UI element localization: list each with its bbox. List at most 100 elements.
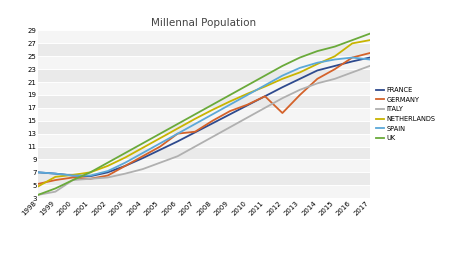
SPAIN <box>35 171 41 174</box>
SPAIN <box>332 58 337 61</box>
Bar <box>38 108 370 121</box>
FRANCE <box>210 122 215 125</box>
NETHERLANDS <box>349 42 355 45</box>
FRANCE <box>297 77 303 80</box>
NETHERLANDS <box>210 108 215 111</box>
UK <box>314 50 320 53</box>
UK <box>88 171 93 174</box>
NETHERLANDS <box>332 55 337 58</box>
NETHERLANDS <box>140 146 146 149</box>
UK <box>105 161 110 164</box>
UK <box>122 151 128 154</box>
Bar <box>38 185 370 198</box>
SPAIN <box>314 61 320 64</box>
NETHERLANDS <box>157 137 163 140</box>
FRANCE <box>105 171 110 174</box>
SPAIN <box>245 93 250 97</box>
Bar <box>38 160 370 172</box>
SPAIN <box>262 84 268 87</box>
GERMANY <box>35 182 41 185</box>
NETHERLANDS <box>297 71 303 74</box>
ITALY <box>70 179 76 182</box>
FRANCE <box>192 131 198 134</box>
ITALY <box>140 168 146 171</box>
SPAIN <box>122 161 128 164</box>
GERMANY <box>367 52 373 55</box>
FRANCE <box>332 65 337 68</box>
UK <box>157 132 163 135</box>
SPAIN <box>70 174 76 177</box>
GERMANY <box>227 109 233 113</box>
Line: ITALY: ITALY <box>38 66 370 195</box>
SPAIN <box>53 172 58 175</box>
SPAIN <box>280 74 285 77</box>
SPAIN <box>297 66 303 69</box>
ITALY <box>314 82 320 85</box>
ITALY <box>262 106 268 109</box>
ITALY <box>157 161 163 164</box>
NETHERLANDS <box>367 39 373 42</box>
SPAIN <box>140 151 146 154</box>
UK <box>227 93 233 97</box>
Line: GERMANY: GERMANY <box>38 53 370 184</box>
FRANCE <box>53 172 58 175</box>
Legend: FRANCE, GERMANY, ITALY, NETHERLANDS, SPAIN, UK: FRANCE, GERMANY, ITALY, NETHERLANDS, SPA… <box>376 87 436 141</box>
ITALY <box>105 176 110 179</box>
FRANCE <box>349 60 355 63</box>
GERMANY <box>332 68 337 71</box>
GERMANY <box>349 56 355 59</box>
NETHERLANDS <box>227 100 233 103</box>
ITALY <box>367 65 373 68</box>
SPAIN <box>227 103 233 106</box>
NETHERLANDS <box>70 173 76 177</box>
FRANCE <box>175 140 181 143</box>
ITALY <box>210 135 215 138</box>
SPAIN <box>88 174 93 177</box>
NETHERLANDS <box>175 127 181 130</box>
NETHERLANDS <box>35 185 41 188</box>
FRANCE <box>35 171 41 174</box>
ITALY <box>175 155 181 158</box>
SPAIN <box>192 122 198 125</box>
FRANCE <box>227 113 233 116</box>
ITALY <box>192 145 198 148</box>
Line: NETHERLANDS: NETHERLANDS <box>38 40 370 186</box>
NETHERLANDS <box>280 77 285 80</box>
ITALY <box>280 97 285 100</box>
UK <box>70 179 76 182</box>
NETHERLANDS <box>88 171 93 174</box>
GERMANY <box>192 130 198 133</box>
NETHERLANDS <box>262 85 268 88</box>
ITALY <box>227 126 233 129</box>
NETHERLANDS <box>245 92 250 95</box>
ITALY <box>349 71 355 74</box>
NETHERLANDS <box>105 164 110 167</box>
FRANCE <box>140 157 146 160</box>
Line: FRANCE: FRANCE <box>38 58 370 176</box>
GERMANY <box>70 176 76 179</box>
SPAIN <box>105 169 110 172</box>
UK <box>245 84 250 87</box>
FRANCE <box>157 148 163 151</box>
SPAIN <box>157 142 163 145</box>
SPAIN <box>367 58 373 61</box>
GERMANY <box>105 174 110 177</box>
GERMANY <box>157 145 163 148</box>
GERMANY <box>262 95 268 98</box>
UK <box>349 39 355 42</box>
NETHERLANDS <box>53 175 58 178</box>
UK <box>210 103 215 106</box>
ITALY <box>332 77 337 80</box>
FRANCE <box>367 56 373 59</box>
ITALY <box>297 88 303 91</box>
NETHERLANDS <box>314 62 320 66</box>
UK <box>175 122 181 125</box>
Title: Millennal Population: Millennal Population <box>151 18 256 28</box>
Bar <box>38 56 370 69</box>
ITALY <box>53 190 58 193</box>
GERMANY <box>175 132 181 135</box>
GERMANY <box>210 119 215 122</box>
Bar <box>38 134 370 147</box>
SPAIN <box>349 56 355 59</box>
UK <box>367 32 373 35</box>
